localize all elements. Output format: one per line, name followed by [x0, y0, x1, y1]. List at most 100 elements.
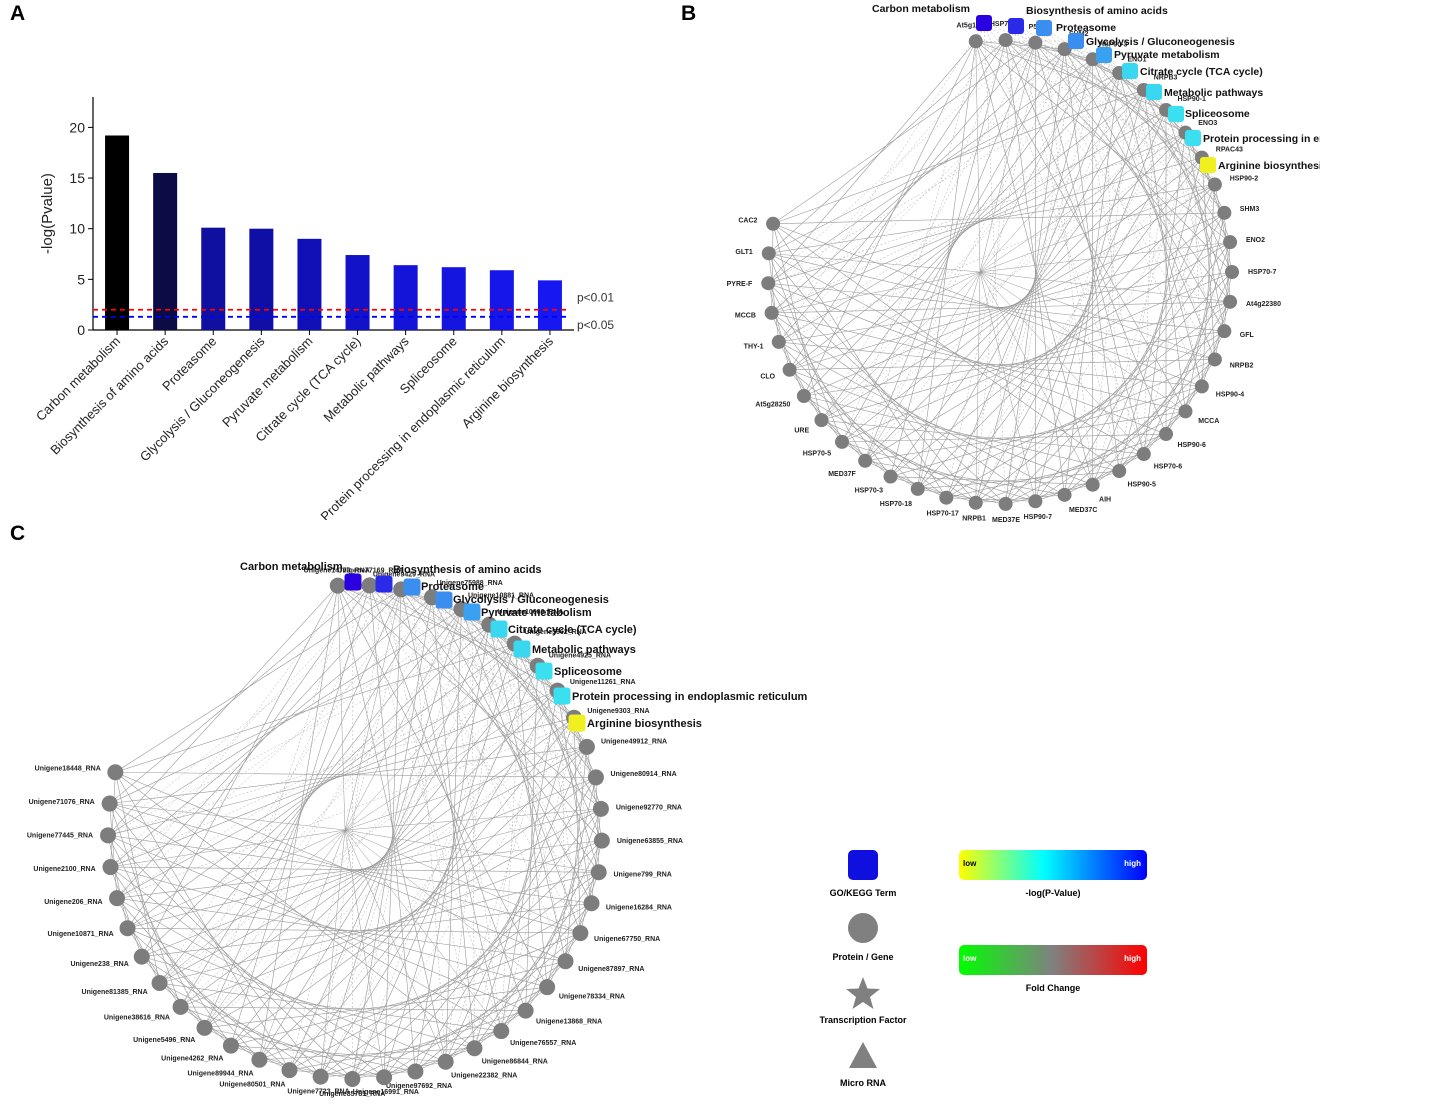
edge: [890, 476, 976, 504]
edge: [415, 1030, 502, 1072]
network-b-protein: At5g15020HSP70-10P5CSSHM2HSP90-3ENO1NRPB…: [727, 3, 1320, 524]
edge: [109, 803, 346, 831]
edge: [772, 223, 1202, 387]
edge: [1015, 25, 1216, 360]
gene-label: Unigene4262_RNA: [161, 1056, 223, 1063]
gene-label: NRPB2: [1230, 363, 1254, 370]
term-label: Pyruvate metabolism: [1114, 49, 1220, 61]
term-node: [403, 578, 421, 596]
gene-node: [100, 827, 117, 844]
edge: [1143, 91, 1155, 455]
edge: [116, 599, 445, 899]
edge: [320, 609, 462, 1077]
legend-pvalue-caption: -log(P-Value): [1025, 888, 1081, 898]
edge: [344, 829, 548, 988]
edge: [115, 772, 475, 1049]
edge: [1043, 27, 1093, 485]
term-label: Protein processing in endoplasmic reticu…: [1203, 133, 1320, 145]
gene-label: CLO: [760, 374, 775, 381]
gene-label: Unigene71076_RNA: [29, 799, 95, 806]
gene-node: [1057, 487, 1072, 502]
edge: [498, 628, 602, 809]
edge: [1043, 27, 1167, 111]
edge: [821, 70, 1131, 421]
gene-label: Unigene14773_RNA: [304, 568, 370, 575]
edge: [344, 690, 558, 831]
edge: [180, 717, 575, 1008]
edge: [803, 72, 1120, 397]
edge: [543, 670, 581, 934]
term-node: [1036, 20, 1052, 36]
edge: [890, 386, 1202, 477]
edge: [320, 611, 473, 1077]
gene-node: [1207, 352, 1222, 367]
term-label: Citrate cycle (TCA cycle): [508, 624, 637, 636]
gene-label: PYRE-F: [727, 281, 753, 288]
edge: [591, 808, 602, 904]
edge: [159, 695, 563, 984]
edge: [110, 866, 385, 1078]
edge: [159, 829, 346, 984]
gene-label: ENO2: [1246, 237, 1265, 244]
gene-node: [1223, 235, 1238, 250]
gene-node: [968, 34, 983, 49]
edge: [975, 41, 1155, 93]
term-node: [463, 603, 481, 621]
edge: [917, 359, 1215, 490]
edge: [110, 866, 599, 873]
edge: [259, 1059, 353, 1080]
edge: [289, 624, 490, 1071]
edge: [821, 419, 1144, 455]
gene-label: Unigene63855_RNA: [617, 838, 683, 845]
edge: [204, 581, 354, 1028]
gene-node: [281, 1062, 298, 1079]
edge: [917, 271, 981, 489]
edge: [411, 586, 566, 962]
edge: [771, 312, 805, 397]
edge: [110, 583, 385, 868]
term-label: Arginine biosynthesis: [1218, 160, 1320, 172]
term-label: Spliceosome: [554, 666, 622, 678]
gene-node: [998, 496, 1013, 511]
gene-label: At5g15020: [957, 22, 992, 29]
gene-node: [939, 490, 954, 505]
edge: [975, 54, 1105, 503]
edge: [431, 597, 592, 904]
edge: [1129, 70, 1231, 243]
edge: [773, 212, 1225, 225]
edge: [110, 829, 346, 868]
gene-label: At5g28250: [755, 402, 790, 409]
network-c-rna: Unigene14773_RNAUnigene77169_RNAUnigene9…: [27, 561, 808, 1098]
edge: [383, 808, 602, 1078]
gene-label: Unigene77445_RNA: [27, 833, 93, 840]
gene-label: Unigene16284_RNA: [606, 905, 672, 912]
gene-node: [151, 975, 168, 992]
gene-label: Unigene89944_RNA: [187, 1071, 253, 1078]
edge: [595, 777, 599, 873]
legend-gene-label: Protein / Gene: [832, 952, 894, 962]
gene-label: Unigene80914_RNA: [611, 771, 677, 778]
gene-node: [858, 453, 873, 468]
edge: [109, 746, 587, 804]
edge: [344, 829, 599, 873]
edge: [778, 341, 918, 490]
edge: [1143, 164, 1209, 455]
term-label: Carbon metabolism: [240, 561, 343, 573]
edge: [159, 982, 502, 1032]
edge: [344, 829, 385, 1078]
edge: [352, 599, 445, 1080]
gene-node: [814, 413, 829, 428]
gene-node: [172, 998, 189, 1015]
edge: [369, 585, 603, 841]
gene-label: HSP90-6: [1177, 442, 1206, 449]
edge: [474, 717, 575, 1049]
gene-node: [376, 1069, 393, 1086]
edge: [1092, 137, 1194, 485]
gene-node: [587, 769, 604, 786]
gene-label: Unigene87897_RNA: [578, 966, 644, 973]
edge: [789, 39, 1006, 370]
edge: [979, 271, 1093, 485]
gene-node: [437, 1053, 454, 1070]
edge: [320, 690, 558, 1077]
edge: [1035, 42, 1231, 302]
